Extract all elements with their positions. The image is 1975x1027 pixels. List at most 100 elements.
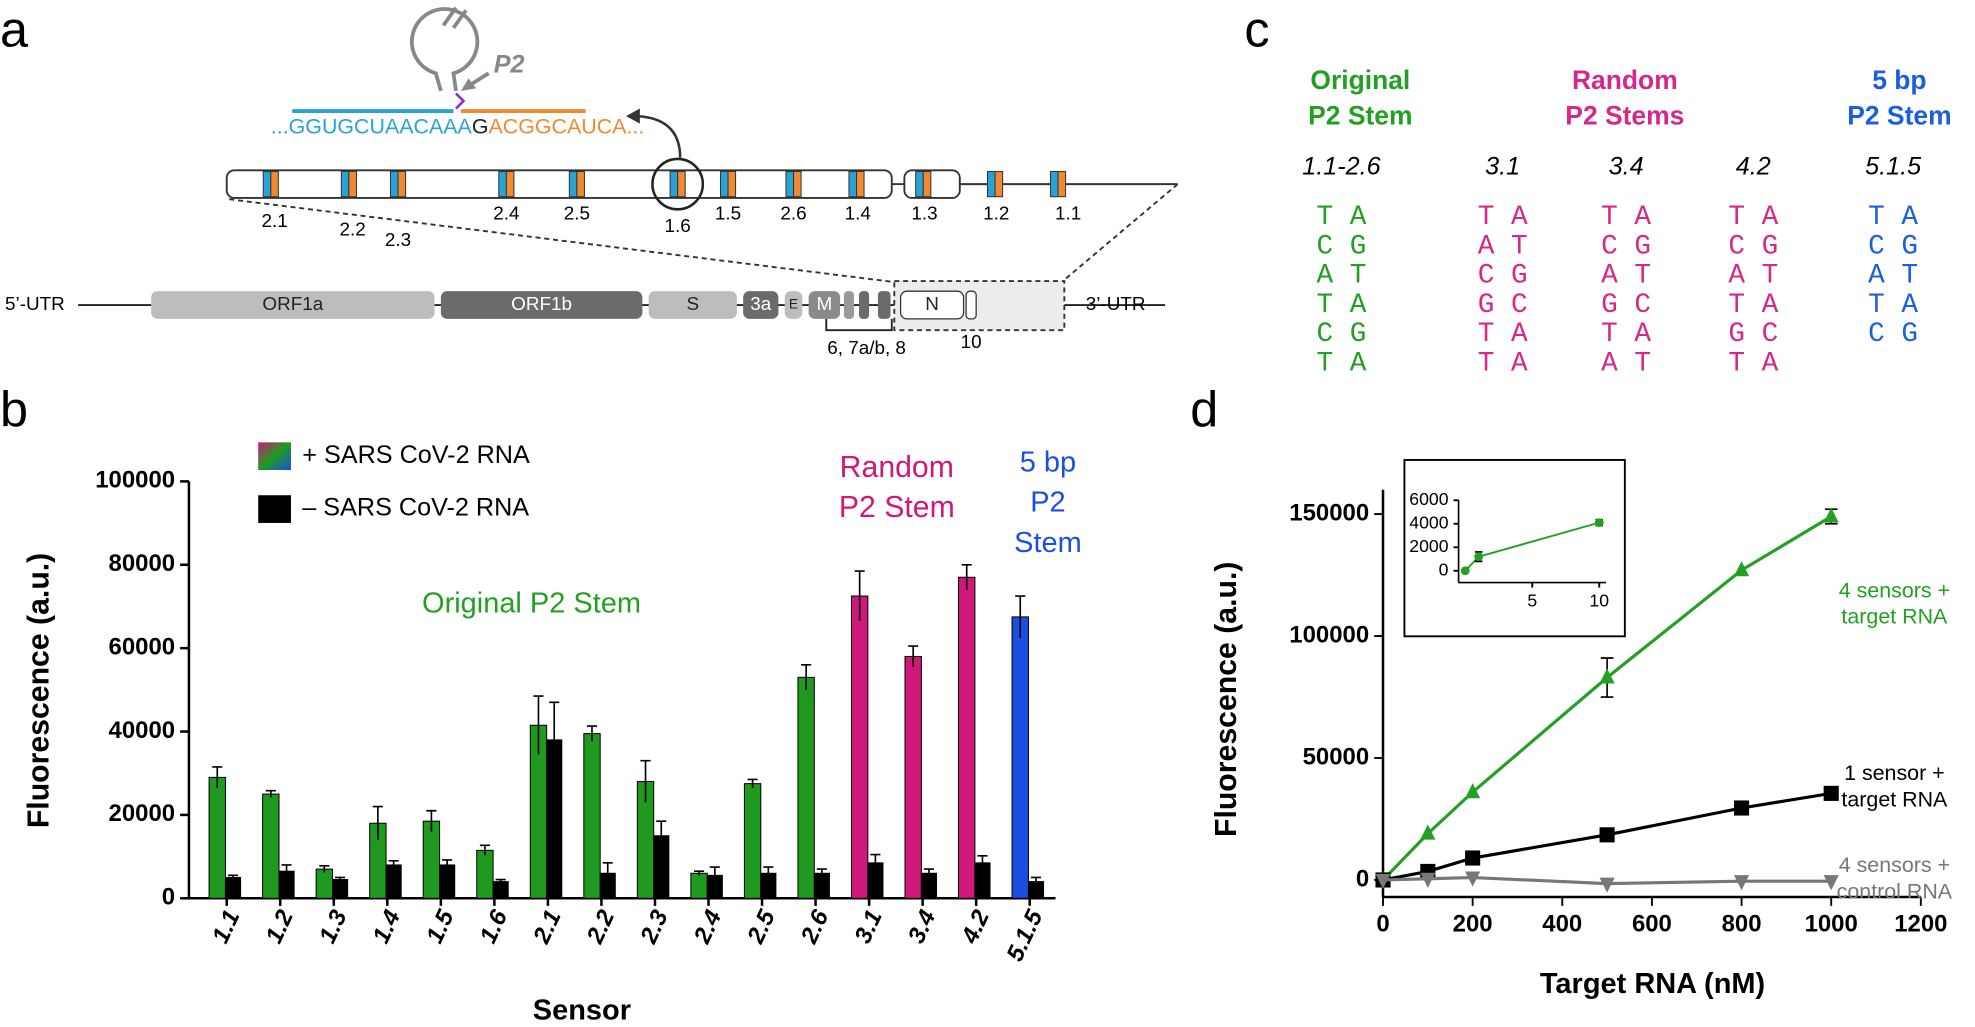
series-label: 4 sensors + target RNA [1838, 578, 1951, 629]
base-pair: T A [1601, 202, 1651, 233]
group-title: P2 Stem [1308, 100, 1412, 130]
utr-label: 3’-UTR [1086, 294, 1146, 315]
marker [1420, 824, 1436, 840]
base-pair: T A [1478, 319, 1528, 350]
site-label: 1.1 [1055, 203, 1081, 224]
y-tick-label: 2000 [1409, 536, 1448, 556]
legend-label: + SARS CoV-2 RNA [302, 441, 530, 469]
gene-label: N [925, 294, 939, 315]
p2-arrowhead [461, 78, 477, 91]
site-orange [348, 171, 357, 198]
panel-label: c [1244, 0, 1269, 57]
annotation: Original P2 Stem [422, 587, 641, 619]
gene-label: S [686, 294, 699, 315]
base-pair: T A [1728, 202, 1778, 233]
zoom-arrowhead [626, 108, 640, 124]
error-bar [265, 789, 276, 798]
bar [224, 876, 242, 899]
gene [808, 291, 841, 319]
series-line [1381, 515, 1833, 882]
y-tick-label: 100000 [1289, 621, 1369, 648]
site-orange [856, 171, 865, 198]
column-name: 3.1 [1485, 152, 1520, 180]
bar [492, 881, 509, 899]
column-name: 4.2 [1736, 152, 1771, 180]
gene [877, 291, 891, 319]
gene [743, 291, 779, 319]
x-tick-label: 2.4 [688, 906, 727, 948]
bar [850, 595, 869, 899]
site-label: 1.5 [715, 203, 741, 224]
gene [784, 291, 803, 319]
y-tick-label: 0 [162, 884, 175, 911]
hairpin-tail [441, 6, 468, 30]
marker [1599, 827, 1615, 843]
group-title: Random [1572, 65, 1678, 95]
marker [1734, 800, 1750, 816]
error-bar [656, 820, 667, 851]
bracket [825, 318, 893, 332]
site-blue [1049, 171, 1059, 198]
error-bar [495, 878, 506, 884]
site-blue [785, 171, 795, 198]
marker [1594, 518, 1604, 528]
x-tick-label: 1.5 [421, 905, 460, 947]
x-tick-label: 5.1.5 [1001, 905, 1048, 965]
bar [476, 849, 494, 899]
base-pair: A T [1868, 261, 1918, 292]
gene-label: 10 [961, 332, 982, 353]
group-title: 5 bp [1872, 65, 1926, 95]
annotation: 5 bp [1020, 446, 1076, 478]
series-label: 4 sensors + control RNA [1836, 852, 1953, 904]
x-tick-label: 1.1 [207, 906, 246, 948]
error-bar [1030, 876, 1042, 886]
error-bar [709, 866, 720, 884]
site-label: 1.4 [845, 203, 871, 224]
error-bar [319, 864, 330, 873]
error-bar [602, 862, 613, 884]
marker [1465, 871, 1481, 887]
x-tick-label: 2.6 [795, 905, 834, 948]
site-blue [848, 171, 858, 198]
marker [1375, 873, 1391, 890]
p2-label: P2 [494, 50, 525, 78]
group-title: P2 Stems [1565, 100, 1684, 130]
site-label: 2.3 [385, 230, 411, 251]
error-bar [549, 701, 560, 778]
site-label: 2.2 [340, 220, 366, 241]
bar [743, 783, 762, 899]
base-pair: T A [1478, 202, 1528, 233]
site-blue [669, 171, 679, 198]
base-pair: T A [1601, 319, 1651, 350]
marker [1465, 850, 1481, 866]
x-tick-label: 1.6 [475, 905, 514, 947]
site-blue [340, 171, 350, 198]
error-bar [426, 809, 437, 832]
site-orange [270, 171, 279, 198]
marker [1823, 875, 1839, 891]
panel-label: a [0, 0, 29, 57]
error-bar [923, 868, 934, 878]
series-line [1382, 875, 1832, 886]
y-tick-label: 6000 [1409, 489, 1448, 509]
marker [1599, 668, 1615, 684]
marker [1734, 561, 1750, 577]
x-tick-label: 1.2 [260, 905, 299, 947]
gene [859, 291, 870, 319]
site-label: 1.6 [665, 216, 691, 237]
gene [843, 291, 854, 319]
inset-frame [1403, 459, 1626, 638]
sequence-part: ...GGUGCUAACAAA [271, 114, 473, 138]
x-tick-label: 10 [1589, 590, 1609, 610]
marker [1599, 877, 1615, 893]
gene-label: 3a [750, 294, 771, 315]
group-title: P2 Stem [1847, 100, 1951, 130]
base-pair: C G [1478, 261, 1528, 292]
error-bar [961, 563, 972, 590]
sequence: ...GGUGCUAACAAAGACGGCAUCA... [271, 114, 644, 138]
site-orange [922, 171, 932, 198]
marker [1823, 507, 1839, 523]
gene-label: M [817, 294, 833, 315]
site-blue [915, 171, 924, 198]
